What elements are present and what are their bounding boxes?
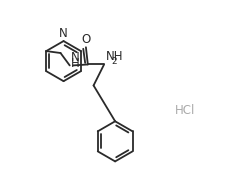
Text: HCl: HCl	[175, 104, 196, 117]
Text: N: N	[59, 27, 68, 40]
Text: O: O	[81, 33, 91, 46]
Text: H: H	[71, 57, 79, 70]
Text: NH: NH	[105, 49, 123, 63]
Text: N: N	[71, 51, 79, 65]
Text: 2: 2	[111, 57, 117, 66]
